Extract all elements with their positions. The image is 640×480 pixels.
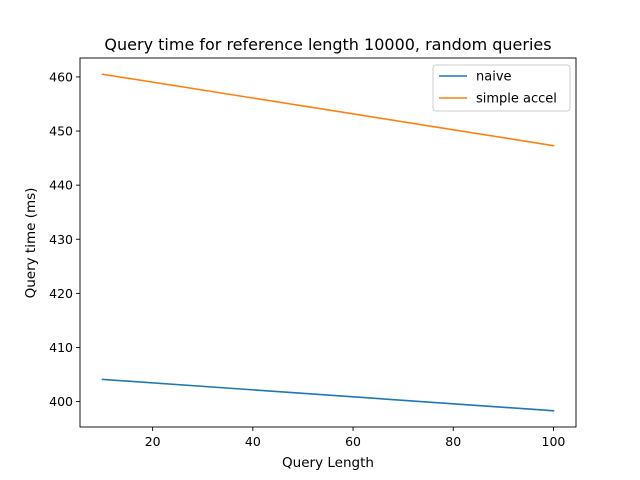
legend-label: simple accel bbox=[476, 92, 557, 107]
axes-frame bbox=[79, 57, 577, 428]
x-tick-label: 100 bbox=[542, 434, 566, 449]
x-axis-label: Query Length bbox=[282, 455, 374, 471]
legend-label: naive bbox=[476, 70, 512, 85]
x-tick-label: 60 bbox=[345, 434, 361, 449]
y-tick-label: 410 bbox=[49, 340, 73, 355]
y-tick-label: 460 bbox=[49, 69, 73, 84]
y-tick-label: 420 bbox=[49, 286, 73, 301]
series-line-simple-accel bbox=[101, 73, 555, 147]
y-tick-label: 440 bbox=[49, 178, 73, 193]
legend: naive simple accel bbox=[432, 64, 571, 112]
x-tick-label: 20 bbox=[145, 434, 161, 449]
y-tick-label: 450 bbox=[49, 124, 73, 139]
x-tick-label: 40 bbox=[245, 434, 261, 449]
x-tick-label: 80 bbox=[445, 434, 461, 449]
y-tick-label: 400 bbox=[49, 394, 73, 409]
series-line-naive bbox=[101, 378, 555, 412]
y-axis-label: Query time (ms) bbox=[23, 188, 39, 299]
legend-box bbox=[432, 64, 571, 112]
plot-area: 20 40 60 80 100 400 410 420 430 440 450 460 bbox=[49, 57, 577, 449]
y-tick-label: 430 bbox=[49, 232, 73, 247]
chart-title: Query time for reference length 10000, r… bbox=[104, 35, 551, 54]
